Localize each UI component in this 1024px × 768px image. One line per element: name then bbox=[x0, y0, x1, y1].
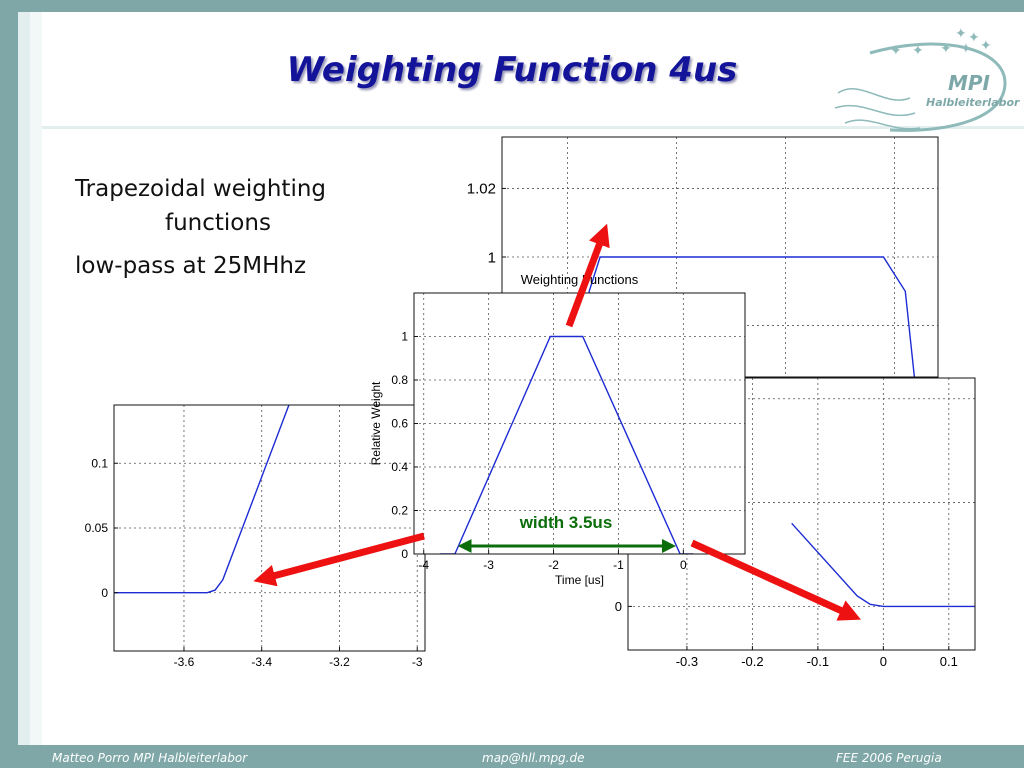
x-tick-label: 0.1 bbox=[940, 654, 958, 669]
svg-text:✦: ✦ bbox=[960, 41, 972, 57]
y-tick-label: 0.1 bbox=[91, 456, 108, 470]
logo-stars-icon: ✦ ✦ ✦ ✦ ✦✦ ✦ bbox=[890, 26, 992, 59]
y-tick-label: 1 bbox=[401, 330, 408, 344]
bullet-line-1: Trapezoidal weighting bbox=[75, 176, 327, 202]
series-line bbox=[114, 405, 290, 594]
y-tick-label: 1 bbox=[488, 249, 496, 266]
x-tick-label: -3.4 bbox=[251, 655, 272, 669]
footer: Matteo Porro MPI Halbleiterlabor map@hll… bbox=[0, 748, 1024, 768]
x-tick-label: -3.2 bbox=[329, 655, 350, 669]
header-divider bbox=[42, 126, 1024, 129]
y-axis-label: Relative Weight bbox=[369, 381, 383, 465]
svg-text:✦: ✦ bbox=[955, 26, 967, 42]
arrow-to-left-zoom bbox=[253, 532, 425, 587]
y-tick-label: 0.2 bbox=[391, 504, 408, 518]
x-tick-label: 0 bbox=[680, 558, 687, 572]
svg-text:✦: ✦ bbox=[912, 43, 924, 59]
logo-name: MPI bbox=[948, 71, 991, 95]
arrow-to-right-zoom bbox=[690, 539, 862, 621]
y-tick-label: 1.02 bbox=[467, 181, 496, 198]
mpi-logo: ✦ ✦ ✦ ✦ ✦✦ ✦ MPI Halbleiterlabor bbox=[834, 26, 1020, 132]
y-tick-label: 0.4 bbox=[391, 460, 408, 474]
x-tick-label: -3 bbox=[412, 655, 423, 669]
y-tick-label: 0 bbox=[615, 599, 622, 614]
series-line bbox=[440, 335, 694, 554]
arrow-to-top-zoom bbox=[565, 223, 610, 328]
bullet-line-3: low-pass at 25MHhz bbox=[75, 253, 307, 279]
footer-author: Matteo Porro MPI Halbleiterlabor bbox=[52, 751, 248, 765]
footer-email: map@hll.mpg.de bbox=[482, 751, 585, 765]
svg-text:✦: ✦ bbox=[940, 41, 952, 57]
y-tick-label: 0 bbox=[101, 586, 108, 600]
chart-main: -4 -3 -2 -1 0 0 0.2 0.4 0.6 0.8 1 Weighting Functio… bbox=[369, 272, 746, 587]
annotation-overlay: width 3.5us bbox=[253, 223, 862, 621]
logo-swoosh-icon bbox=[834, 42, 1007, 132]
series-line bbox=[577, 256, 916, 377]
y-tick-label: 0.8 bbox=[391, 373, 408, 387]
x-tick-label: -3.6 bbox=[174, 655, 195, 669]
y-tick-label: 0 bbox=[401, 547, 408, 561]
x-axis-label: Time [us] bbox=[555, 573, 604, 587]
footer-event: FEE 2006 Perugia bbox=[836, 751, 942, 765]
x-tick-label: -1 bbox=[613, 558, 624, 572]
svg-text:✦: ✦ bbox=[890, 43, 902, 59]
x-tick-label: -0.1 bbox=[807, 654, 829, 669]
chart-zoom-left: -3.6 -3.4 -3.2 -3 0 0.05 0.1 bbox=[85, 404, 426, 669]
y-tick-label: 0.05 bbox=[85, 521, 109, 535]
width-label: width 3.5us bbox=[519, 513, 613, 532]
slide-title: Weighting Function 4us bbox=[286, 50, 738, 90]
chart-title: Weighting Functions bbox=[521, 272, 639, 287]
x-tick-label: -2 bbox=[548, 558, 559, 572]
x-tick-label: 0 bbox=[880, 654, 887, 669]
bullet-line-2: functions bbox=[165, 210, 271, 236]
svg-text:✦: ✦ bbox=[980, 38, 992, 54]
left-accent-stripe bbox=[30, 12, 42, 745]
x-tick-label: -3 bbox=[483, 558, 494, 572]
svg-text:✦: ✦ bbox=[968, 30, 980, 46]
x-tick-label: -4 bbox=[418, 558, 429, 572]
x-tick-label: -0.3 bbox=[676, 654, 698, 669]
logo-subtitle: Halbleiterlabor bbox=[926, 96, 1020, 109]
x-tick-label: -0.2 bbox=[741, 654, 763, 669]
series-line bbox=[791, 522, 975, 608]
y-tick-label: 0.6 bbox=[391, 417, 408, 431]
